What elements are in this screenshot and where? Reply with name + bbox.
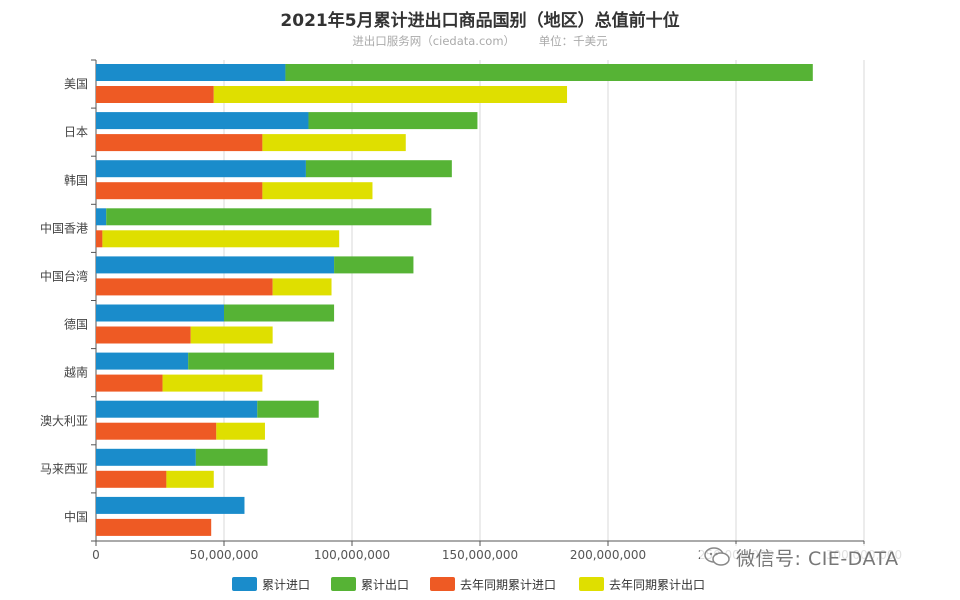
x-tick-label: 0 [92,548,100,562]
bar-current-series-0 [96,304,224,322]
bar-last_year-series-0 [96,182,263,200]
y-tick-label: 中国台湾 [40,268,88,283]
y-tick-label: 韩国 [64,172,88,187]
chart-subtitle: 进出口服务网（ciedata.com） 单位：千美元 [0,33,960,49]
bar-current-series-0 [96,400,258,418]
bar-last_year-series-1 [162,374,263,392]
bar-last_year-series-1 [213,86,568,103]
legend-swatch[interactable] [232,577,257,591]
legend-swatch[interactable] [331,577,356,591]
legend-label[interactable]: 去年同期累计出口 [609,578,705,592]
bar-last_year-series-0 [96,374,163,392]
bar-current-series-0 [96,160,306,178]
subtitle-source: 进出口服务网（ciedata.com） [352,34,516,48]
bar-last_year-series-1 [166,470,214,488]
bar-current-series-0 [96,256,335,274]
legend-label[interactable]: 累计出口 [361,578,409,592]
y-tick-label: 美国 [64,77,88,91]
subtitle-unit: 单位：千美元 [538,34,608,48]
bar-current-series-0 [96,448,196,466]
bar-last_year-series-1 [262,134,406,152]
bar-last_year-series-0 [96,470,167,488]
bar-current-series-1 [305,160,452,178]
legend-label[interactable]: 累计进口 [262,578,310,592]
bar-current-series-1 [257,400,319,418]
bar-last_year-series-1 [272,278,332,296]
wechat-icon [704,547,730,566]
bar-current-series-1 [106,208,432,226]
bar-last_year-series-1 [102,230,340,248]
x-tick-label: 150,000,000 [442,548,518,562]
x-tick-label: 200,000,000 [570,548,646,562]
bar-current-series-0 [96,352,189,370]
bar-current-series-1 [334,256,414,274]
bar-current-series-0 [96,112,309,130]
bar-current-series-0 [96,496,245,514]
bar-current-series-1 [308,112,478,130]
bar-last_year-series-0 [96,422,217,440]
y-tick-label: 越南 [64,365,88,380]
bar-current-series-0 [96,64,286,81]
bar-last_year-series-0 [96,278,273,296]
legend-swatch[interactable] [430,577,455,591]
bar-current-series-0 [96,208,107,226]
watermark: 微信号: CIE-DATA [700,544,903,570]
bar-last_year-series-0 [96,86,214,103]
legend-swatch[interactable] [579,577,604,591]
x-tick-label: 50,000,000 [190,548,259,562]
bar-last_year-series-1 [216,422,265,440]
bar-last_year-series-0 [96,230,103,248]
chart-title: 2021年5月累计进出口商品国别（地区）总值前十位 [280,11,680,31]
legend-label[interactable]: 去年同期累计进口 [460,578,556,592]
bar-last_year-series-0 [96,518,212,536]
bar-last_year-series-1 [262,182,373,200]
bar-current-series-1 [195,448,268,466]
bar-current-series-1 [285,64,813,81]
bar-last_year-series-0 [96,326,191,344]
watermark-text: 微信号: CIE-DATA [736,547,899,570]
y-tick-label: 澳大利亚 [40,414,88,428]
y-tick-label: 中国香港 [40,220,88,235]
y-tick-label: 日本 [64,125,88,139]
bar-last_year-series-0 [96,134,263,152]
y-tick-label: 德国 [64,317,88,332]
y-tick-label: 马来西亚 [40,462,88,476]
x-tick-label: 100,000,000 [314,548,390,562]
bar-last_year-series-1 [190,326,273,344]
bar-current-series-1 [224,304,335,322]
bar-current-series-1 [188,352,335,370]
y-tick-label: 中国 [64,509,88,524]
